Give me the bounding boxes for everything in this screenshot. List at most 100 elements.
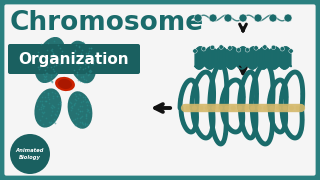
Point <box>49 56 54 59</box>
Point <box>85 54 91 57</box>
Polygon shape <box>285 47 286 69</box>
Polygon shape <box>276 47 278 68</box>
Circle shape <box>284 115 288 119</box>
Polygon shape <box>266 47 267 68</box>
Point <box>41 123 46 125</box>
Circle shape <box>250 105 255 111</box>
Ellipse shape <box>68 41 96 83</box>
Point <box>76 63 81 66</box>
Point <box>84 113 89 116</box>
Circle shape <box>271 89 275 93</box>
Point <box>85 65 91 68</box>
Polygon shape <box>213 48 214 67</box>
Point <box>72 53 77 56</box>
Circle shape <box>248 70 252 74</box>
Point <box>49 113 54 116</box>
Polygon shape <box>290 50 291 66</box>
Circle shape <box>204 136 207 140</box>
Point <box>50 52 55 55</box>
Point <box>86 52 91 55</box>
FancyBboxPatch shape <box>3 3 317 177</box>
Polygon shape <box>197 48 199 69</box>
FancyBboxPatch shape <box>8 44 140 74</box>
Circle shape <box>240 82 244 86</box>
Point <box>49 81 54 84</box>
Point <box>35 66 40 69</box>
Circle shape <box>251 134 255 138</box>
Point <box>74 98 79 101</box>
Circle shape <box>253 77 257 81</box>
Circle shape <box>254 106 258 110</box>
Point <box>83 121 88 124</box>
Circle shape <box>269 132 274 136</box>
Point <box>79 114 84 117</box>
Point <box>48 76 53 79</box>
Point <box>84 110 90 113</box>
Circle shape <box>300 118 304 122</box>
Polygon shape <box>205 50 206 67</box>
Circle shape <box>180 114 184 118</box>
Circle shape <box>224 132 228 136</box>
Point <box>57 101 62 103</box>
Circle shape <box>284 106 288 110</box>
Polygon shape <box>208 47 210 69</box>
Circle shape <box>237 105 242 111</box>
Circle shape <box>208 72 212 76</box>
Point <box>45 92 50 95</box>
Point <box>55 94 60 97</box>
Ellipse shape <box>58 79 72 89</box>
Circle shape <box>270 106 274 110</box>
Point <box>81 57 86 60</box>
Circle shape <box>254 80 258 84</box>
Point <box>36 55 41 58</box>
Circle shape <box>267 140 271 144</box>
Point <box>46 101 52 104</box>
Point <box>80 122 85 125</box>
Point <box>59 62 64 64</box>
Polygon shape <box>283 48 284 69</box>
Polygon shape <box>257 49 258 66</box>
Circle shape <box>192 116 196 120</box>
Polygon shape <box>262 47 263 69</box>
Point <box>41 55 46 58</box>
Point <box>42 68 47 71</box>
Circle shape <box>280 47 284 51</box>
Circle shape <box>283 123 287 127</box>
Point <box>42 75 47 77</box>
Circle shape <box>283 106 287 110</box>
Point <box>48 61 53 64</box>
Circle shape <box>241 95 245 99</box>
Point <box>50 48 55 51</box>
Polygon shape <box>239 48 240 68</box>
Point <box>47 78 52 81</box>
Point <box>37 99 42 102</box>
Point <box>69 105 74 108</box>
Polygon shape <box>196 48 197 69</box>
Point <box>41 78 46 80</box>
Point <box>38 108 44 111</box>
Polygon shape <box>254 47 256 68</box>
Polygon shape <box>234 47 235 68</box>
Point <box>46 92 51 95</box>
Point <box>84 71 89 74</box>
Point <box>76 107 81 110</box>
Circle shape <box>300 106 304 110</box>
Circle shape <box>270 120 275 124</box>
Polygon shape <box>231 47 233 69</box>
Polygon shape <box>246 48 247 66</box>
Point <box>71 118 76 121</box>
Circle shape <box>223 87 228 91</box>
Circle shape <box>287 73 292 77</box>
Point <box>40 100 45 103</box>
Circle shape <box>254 46 258 50</box>
Text: Organization: Organization <box>19 51 129 66</box>
Circle shape <box>281 80 285 84</box>
Circle shape <box>179 97 183 101</box>
Point <box>72 49 77 52</box>
Point <box>80 40 85 43</box>
Point <box>47 122 52 124</box>
Point <box>88 68 93 71</box>
Point <box>54 110 59 113</box>
Point <box>85 74 90 76</box>
Circle shape <box>205 105 210 111</box>
